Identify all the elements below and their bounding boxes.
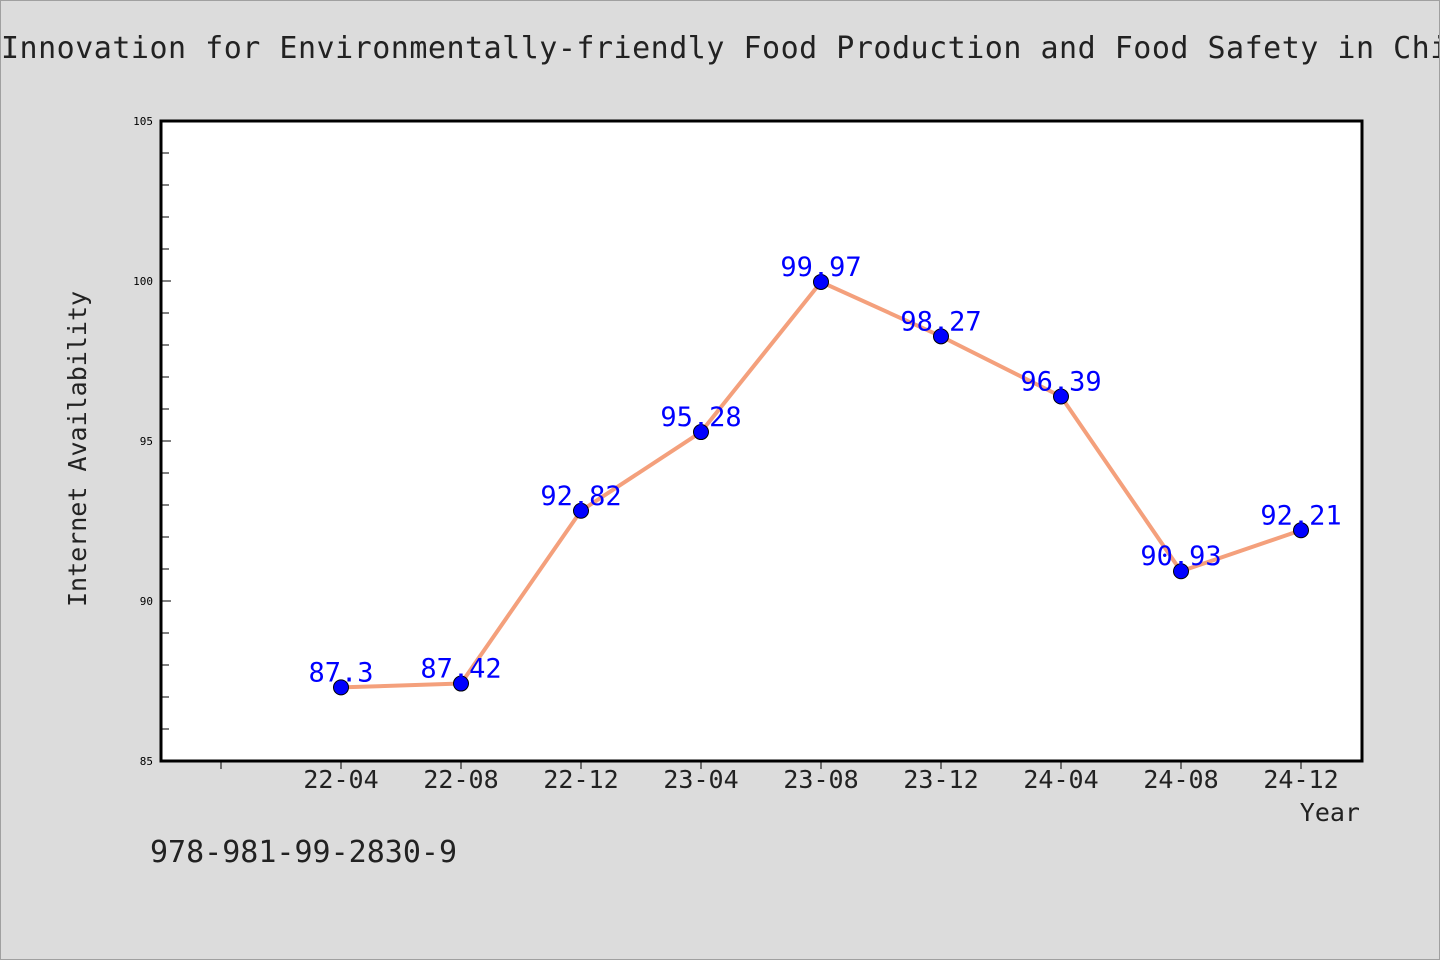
x-tick-label: 24-04 [1023, 765, 1098, 794]
y-tick-label: 90 [140, 595, 153, 608]
data-point [573, 502, 589, 519]
data-point [933, 328, 949, 345]
data-label: 92.21 [1260, 500, 1341, 531]
data-label: 98.27 [900, 306, 981, 337]
data-label: 95.28 [660, 402, 741, 433]
x-tick-label: 22-08 [423, 765, 498, 794]
y-axis-label: Internet Availability [63, 291, 92, 607]
data-point [453, 675, 469, 692]
chart-title: Innovation for Environmentally-friendly … [1, 31, 1439, 66]
x-tick-label: 23-12 [903, 765, 978, 794]
x-tick-label: 23-08 [783, 765, 858, 794]
y-tick-label: 95 [140, 435, 153, 448]
x-tick-label: 24-12 [1263, 765, 1338, 794]
x-tick-label: 24-08 [1143, 765, 1218, 794]
data-label: 87.42 [420, 654, 501, 685]
data-point [1053, 388, 1069, 405]
y-tick-label: 105 [133, 115, 153, 128]
data-point [693, 424, 709, 441]
plot-area [159, 119, 1364, 763]
x-tick-label: 22-04 [303, 765, 378, 794]
data-label: 87.3 [308, 657, 373, 688]
data-label: 96.39 [1020, 367, 1101, 398]
data-point [813, 273, 829, 290]
y-tick-label: 100 [133, 275, 153, 288]
data-point [1173, 563, 1189, 580]
isbn-annotation: 978-981-99-2830-9 [150, 835, 458, 870]
x-axis-label: Year [1300, 798, 1360, 827]
x-tick-label: 22-12 [543, 765, 618, 794]
data-label: 90.93 [1140, 541, 1221, 572]
data-label: 99.97 [780, 252, 861, 283]
data-point [333, 679, 349, 696]
x-tick-label: 23-04 [663, 765, 738, 794]
data-point [1293, 522, 1309, 539]
y-tick-label: 85 [140, 755, 153, 768]
data-label: 92.82 [540, 481, 621, 512]
